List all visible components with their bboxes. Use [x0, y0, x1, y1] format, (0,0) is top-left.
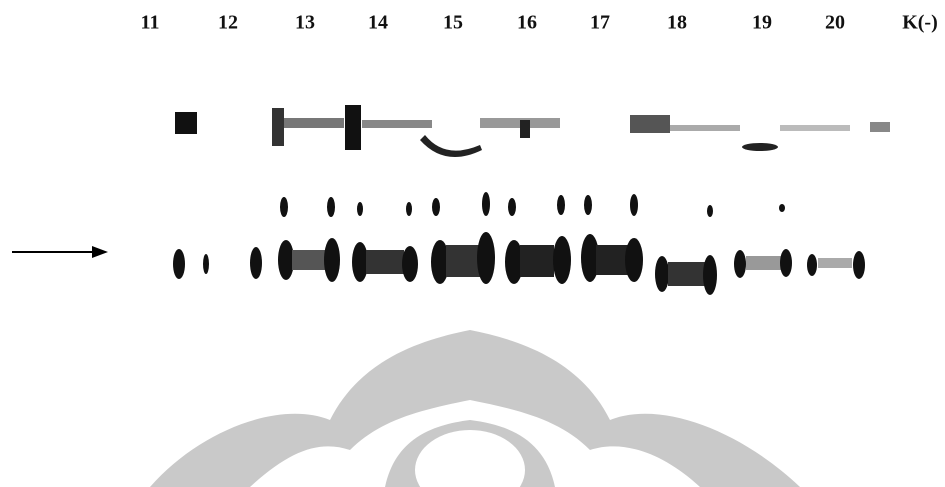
gel-figure: 11 12 13 14 15 16 17 18 19 20 K(-)	[0, 0, 945, 487]
small-bands	[280, 192, 785, 217]
lane-label: K(-)	[902, 12, 938, 34]
lane-labels: 11 12 13 14 15 16 17 18 19 20 K(-)	[141, 12, 938, 34]
lane-label: 20	[825, 12, 845, 34]
main-bands	[173, 232, 865, 295]
lane-label: 13	[295, 12, 315, 34]
arrow	[12, 246, 108, 258]
lane-label: 11	[141, 12, 160, 34]
lane-label: 12	[218, 12, 238, 34]
lane-label: 15	[443, 12, 463, 34]
lane-label: 18	[667, 12, 687, 34]
lane-label: 14	[368, 12, 388, 34]
lane-label: 16	[517, 12, 537, 34]
lane-label: 17	[590, 12, 610, 34]
lane-label: 19	[752, 12, 772, 34]
upper-bands	[175, 105, 890, 157]
